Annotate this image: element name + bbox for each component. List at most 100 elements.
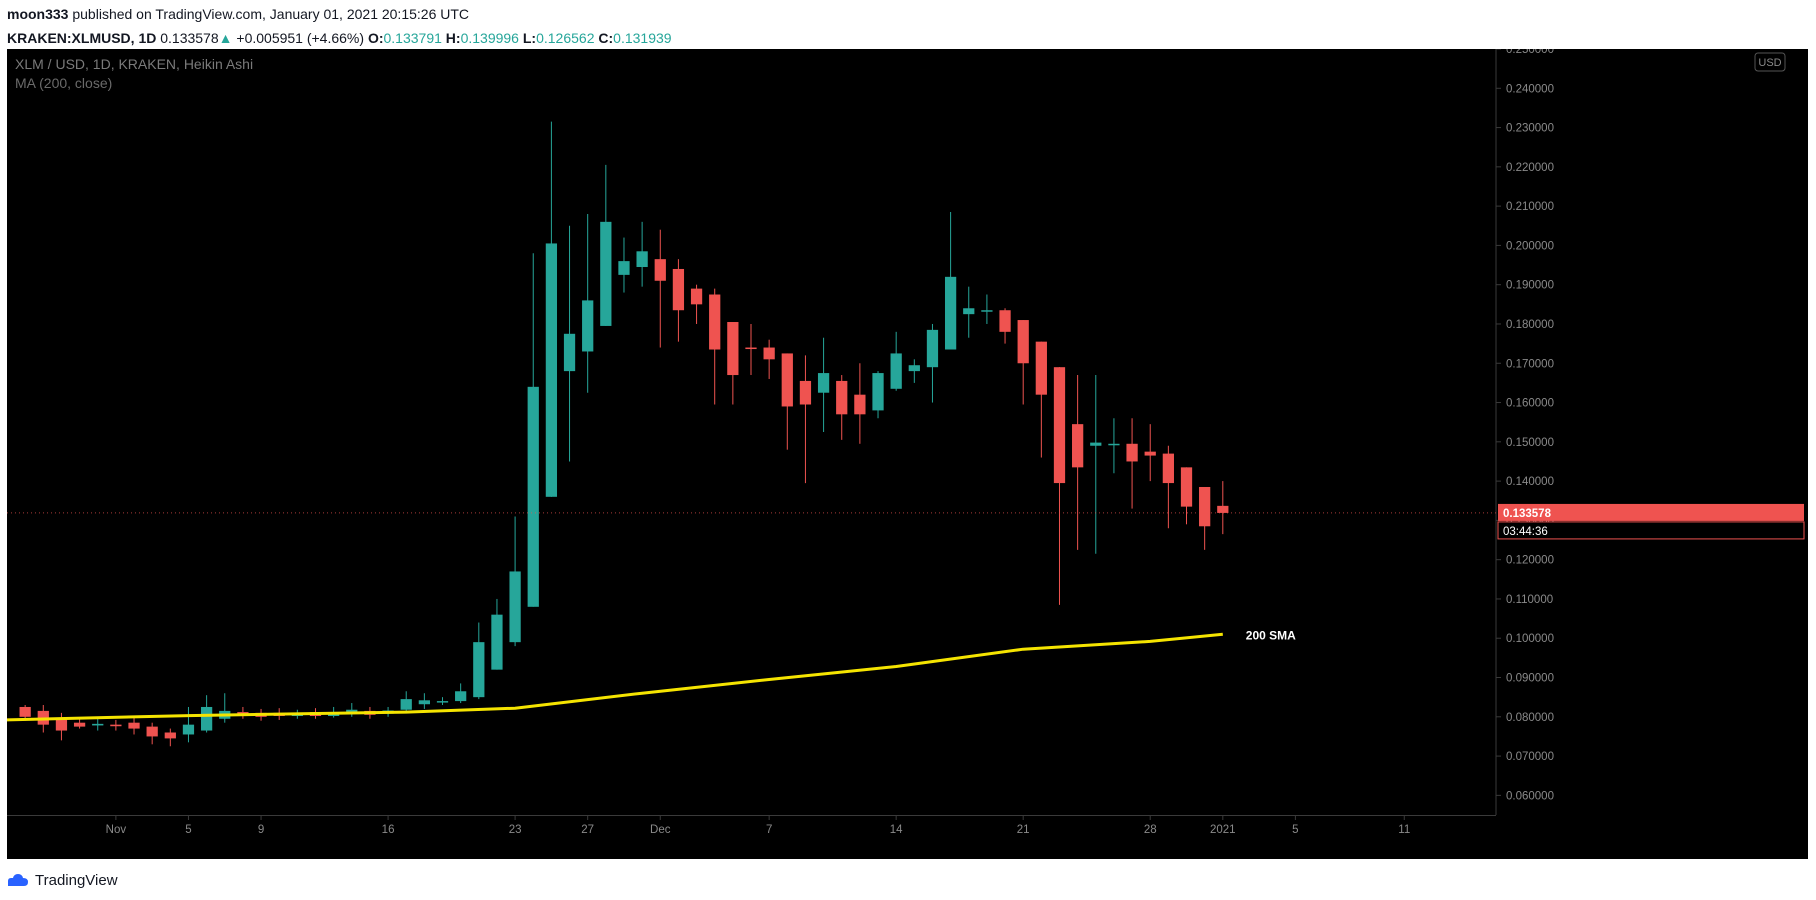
y-tick-label: 0.230000 bbox=[1506, 123, 1554, 135]
candle[interactable] bbox=[1126, 418, 1138, 509]
y-tick-label: 0.160000 bbox=[1506, 398, 1554, 410]
candle[interactable] bbox=[92, 718, 104, 731]
candle[interactable] bbox=[981, 294, 993, 324]
close-value: 0.131939 bbox=[613, 30, 672, 46]
candle[interactable] bbox=[999, 308, 1011, 344]
candle[interactable] bbox=[636, 221, 648, 287]
candle-body-down bbox=[836, 380, 848, 415]
candle[interactable] bbox=[164, 728, 176, 747]
candle[interactable] bbox=[455, 683, 467, 704]
candle[interactable] bbox=[1035, 341, 1047, 458]
candle[interactable] bbox=[1072, 375, 1084, 550]
candle[interactable] bbox=[836, 375, 848, 440]
author-name[interactable]: moon333 bbox=[7, 6, 69, 22]
candle[interactable] bbox=[1053, 367, 1066, 605]
y-tick-label: 0.170000 bbox=[1506, 358, 1554, 370]
up-arrow-icon: ▲ bbox=[218, 30, 233, 46]
candle[interactable] bbox=[854, 363, 866, 444]
candle[interactable] bbox=[400, 691, 412, 711]
candle[interactable] bbox=[1017, 320, 1029, 405]
x-tick-label: 5 bbox=[1292, 824, 1298, 836]
high-value: 0.139996 bbox=[460, 30, 519, 46]
y-tick-label: 0.060000 bbox=[1506, 790, 1554, 802]
candle[interactable] bbox=[872, 371, 884, 419]
x-tick-label: 28 bbox=[1144, 824, 1157, 836]
candle-body-up bbox=[418, 700, 430, 705]
y-tick-label: 0.120000 bbox=[1506, 555, 1554, 567]
candle[interactable] bbox=[727, 322, 739, 405]
candle-body-down bbox=[55, 718, 68, 731]
candle-body-up bbox=[582, 300, 594, 352]
candle[interactable] bbox=[944, 212, 957, 350]
candle[interactable] bbox=[182, 706, 195, 743]
candle[interactable] bbox=[1144, 424, 1156, 482]
candle-body-down bbox=[110, 724, 122, 727]
candle[interactable] bbox=[926, 323, 939, 403]
open-label: O: bbox=[367, 30, 384, 46]
candle[interactable] bbox=[709, 288, 721, 405]
high-label: H: bbox=[445, 30, 461, 46]
y-tick-label: 0.070000 bbox=[1506, 751, 1554, 763]
price-chart[interactable]: XLM / USD, 1D, KRAKEN, Heikin Ashi MA (20… bbox=[7, 49, 1808, 859]
candle[interactable] bbox=[1108, 418, 1120, 474]
indicator-label: MA (200, close) bbox=[15, 75, 112, 91]
candle[interactable] bbox=[1199, 486, 1211, 550]
candle[interactable] bbox=[618, 237, 630, 293]
candle[interactable] bbox=[73, 718, 86, 729]
ohlc-line: KRAKEN:XLMUSD, 1D 0.133578▲ +0.005951 (+… bbox=[7, 29, 1806, 47]
candle[interactable] bbox=[654, 229, 666, 348]
candle[interactable] bbox=[509, 516, 521, 647]
y-tick-label: 0.110000 bbox=[1506, 594, 1553, 606]
x-tick-label: 7 bbox=[766, 824, 772, 836]
candle-body-down bbox=[999, 310, 1011, 332]
candle[interactable] bbox=[600, 164, 612, 326]
candle[interactable] bbox=[781, 353, 793, 450]
candle-body-up bbox=[509, 571, 521, 643]
ma-200-line[interactable] bbox=[7, 632, 1223, 722]
last-price-badge[interactable] bbox=[1498, 503, 1804, 521]
candle[interactable] bbox=[545, 121, 558, 497]
tradingview-brand[interactable]: TradingView bbox=[35, 871, 118, 889]
candle[interactable] bbox=[963, 286, 975, 338]
candle[interactable] bbox=[672, 259, 685, 342]
y-tick-label: 0.100000 bbox=[1506, 633, 1554, 645]
candle[interactable] bbox=[110, 719, 122, 731]
candle[interactable] bbox=[1217, 481, 1229, 535]
candle-body-up bbox=[473, 642, 485, 698]
y-tick-label: 0.150000 bbox=[1506, 437, 1554, 449]
candle[interactable] bbox=[418, 693, 430, 709]
candle[interactable] bbox=[491, 598, 503, 670]
candle-body-down bbox=[1162, 453, 1174, 484]
tradingview-logo-icon[interactable] bbox=[7, 873, 29, 887]
candle[interactable] bbox=[817, 337, 830, 432]
y-tick-label: 0.200000 bbox=[1506, 240, 1554, 252]
candle[interactable] bbox=[908, 359, 920, 383]
candle[interactable] bbox=[799, 355, 812, 484]
last-price-badge-text: 0.133578 bbox=[1503, 508, 1552, 520]
candle[interactable] bbox=[582, 213, 594, 393]
candle[interactable] bbox=[128, 716, 140, 735]
x-tick-label: 23 bbox=[509, 824, 522, 836]
candle-body-up bbox=[455, 691, 467, 702]
candle-body-down bbox=[799, 380, 812, 405]
candle[interactable] bbox=[1162, 445, 1174, 529]
candle[interactable] bbox=[1090, 375, 1102, 554]
candle[interactable] bbox=[763, 339, 775, 379]
x-tick-label: Dec bbox=[650, 824, 671, 836]
candle[interactable] bbox=[473, 622, 485, 700]
publish-info: published on TradingView.com, January 01… bbox=[72, 6, 470, 22]
candle[interactable] bbox=[1180, 467, 1193, 525]
footer: TradingView bbox=[7, 868, 118, 892]
candle-body-down bbox=[19, 706, 31, 717]
candle[interactable] bbox=[690, 284, 703, 324]
candle[interactable] bbox=[745, 323, 757, 376]
candle[interactable] bbox=[527, 253, 539, 607]
low-value: 0.126562 bbox=[536, 30, 595, 46]
candle[interactable] bbox=[436, 697, 449, 706]
candle[interactable] bbox=[563, 225, 576, 462]
currency-badge[interactable]: USD bbox=[1754, 52, 1786, 72]
currency-badge-box bbox=[1754, 52, 1786, 72]
candle[interactable] bbox=[890, 331, 902, 391]
candle[interactable] bbox=[146, 722, 158, 745]
chart-panel[interactable]: XLM / USD, 1D, KRAKEN, Heikin Ashi MA (20… bbox=[7, 49, 1808, 859]
